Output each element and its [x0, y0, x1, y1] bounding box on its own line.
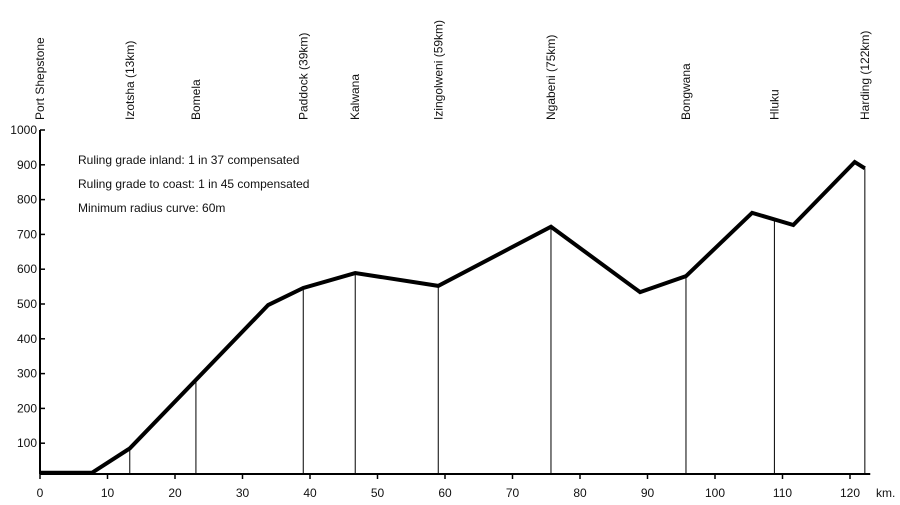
- station-label: Harding (122km): [858, 31, 872, 120]
- station-label: Bomela: [189, 79, 203, 120]
- y-tick-label: 400: [17, 332, 37, 346]
- y-tick-label: 500: [17, 297, 37, 311]
- elevation-line: [40, 159, 866, 475]
- station-label: Izingolweni (59km): [431, 20, 445, 120]
- x-tick-label: 20: [168, 486, 182, 500]
- x-tick-label: 90: [641, 486, 655, 500]
- station-label: Kalwana: [348, 74, 362, 120]
- x-tick-label: 70: [506, 486, 520, 500]
- y-tick-label: 300: [17, 367, 37, 381]
- y-tick-label: 700: [17, 227, 37, 241]
- y-tick-label: 200: [17, 401, 37, 415]
- y-tick-label: 100: [17, 436, 37, 450]
- annotation-text: Ruling grade inland: 1 in 37 compensated: [78, 153, 299, 167]
- y-tick-label: 600: [17, 262, 37, 276]
- y-tick-label: 1000: [10, 123, 37, 137]
- y-tick-label: 800: [17, 193, 37, 207]
- x-tick-label: 50: [371, 486, 385, 500]
- station-label: Bongwana: [679, 63, 693, 120]
- x-tick-label: 60: [438, 486, 452, 500]
- station-label: Hluku: [767, 89, 781, 120]
- x-tick-label: 10: [101, 486, 115, 500]
- annotation-text: Ruling grade to coast: 1 in 45 compensat…: [78, 177, 309, 191]
- x-tick-label: 40: [303, 486, 317, 500]
- station-label: Paddock (39km): [296, 33, 310, 120]
- y-tick-label: 900: [17, 158, 37, 172]
- x-tick-label: 80: [573, 486, 587, 500]
- x-tick-label: 120: [840, 486, 860, 500]
- station-label: Izotsha (13km): [123, 41, 137, 120]
- x-tick-label: 110: [773, 486, 792, 500]
- station-label: Ngabeni (75km): [544, 35, 558, 120]
- station-label: Port Shepstone: [33, 37, 47, 120]
- x-axis-label: km.: [876, 486, 895, 500]
- annotation-text: Minimum radius curve: 60m: [78, 201, 225, 215]
- x-tick-label: 100: [705, 486, 725, 500]
- x-tick-label: 0: [37, 486, 44, 500]
- x-tick-label: 30: [236, 486, 250, 500]
